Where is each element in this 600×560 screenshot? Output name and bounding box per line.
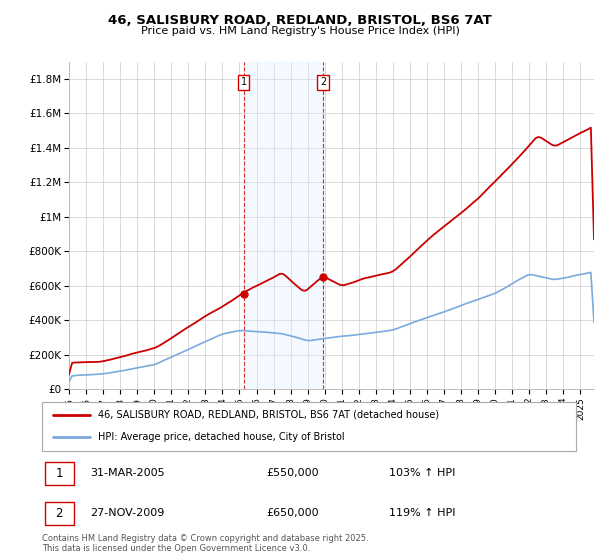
Text: £550,000: £550,000: [266, 468, 319, 478]
Text: £650,000: £650,000: [266, 508, 319, 519]
FancyBboxPatch shape: [42, 402, 576, 451]
Bar: [244, 62, 323, 389]
Text: 46, SALISBURY ROAD, REDLAND, BRISTOL, BS6 7AT (detached house): 46, SALISBURY ROAD, REDLAND, BRISTOL, BS…: [98, 410, 439, 420]
Text: Price paid vs. HM Land Registry's House Price Index (HPI): Price paid vs. HM Land Registry's House …: [140, 26, 460, 36]
Text: 46, SALISBURY ROAD, REDLAND, BRISTOL, BS6 7AT: 46, SALISBURY ROAD, REDLAND, BRISTOL, BS…: [108, 14, 492, 27]
Text: HPI: Average price, detached house, City of Bristol: HPI: Average price, detached house, City…: [98, 432, 344, 442]
Text: 31-MAR-2005: 31-MAR-2005: [90, 468, 164, 478]
Text: 1: 1: [56, 467, 63, 480]
Text: 1: 1: [241, 77, 247, 87]
Text: 119% ↑ HPI: 119% ↑ HPI: [389, 508, 455, 519]
Text: Contains HM Land Registry data © Crown copyright and database right 2025.
This d: Contains HM Land Registry data © Crown c…: [42, 534, 368, 553]
Text: 27-NOV-2009: 27-NOV-2009: [90, 508, 164, 519]
Text: 2: 2: [56, 507, 63, 520]
Text: 2: 2: [320, 77, 326, 87]
Text: 103% ↑ HPI: 103% ↑ HPI: [389, 468, 455, 478]
FancyBboxPatch shape: [44, 462, 74, 485]
FancyBboxPatch shape: [44, 502, 74, 525]
